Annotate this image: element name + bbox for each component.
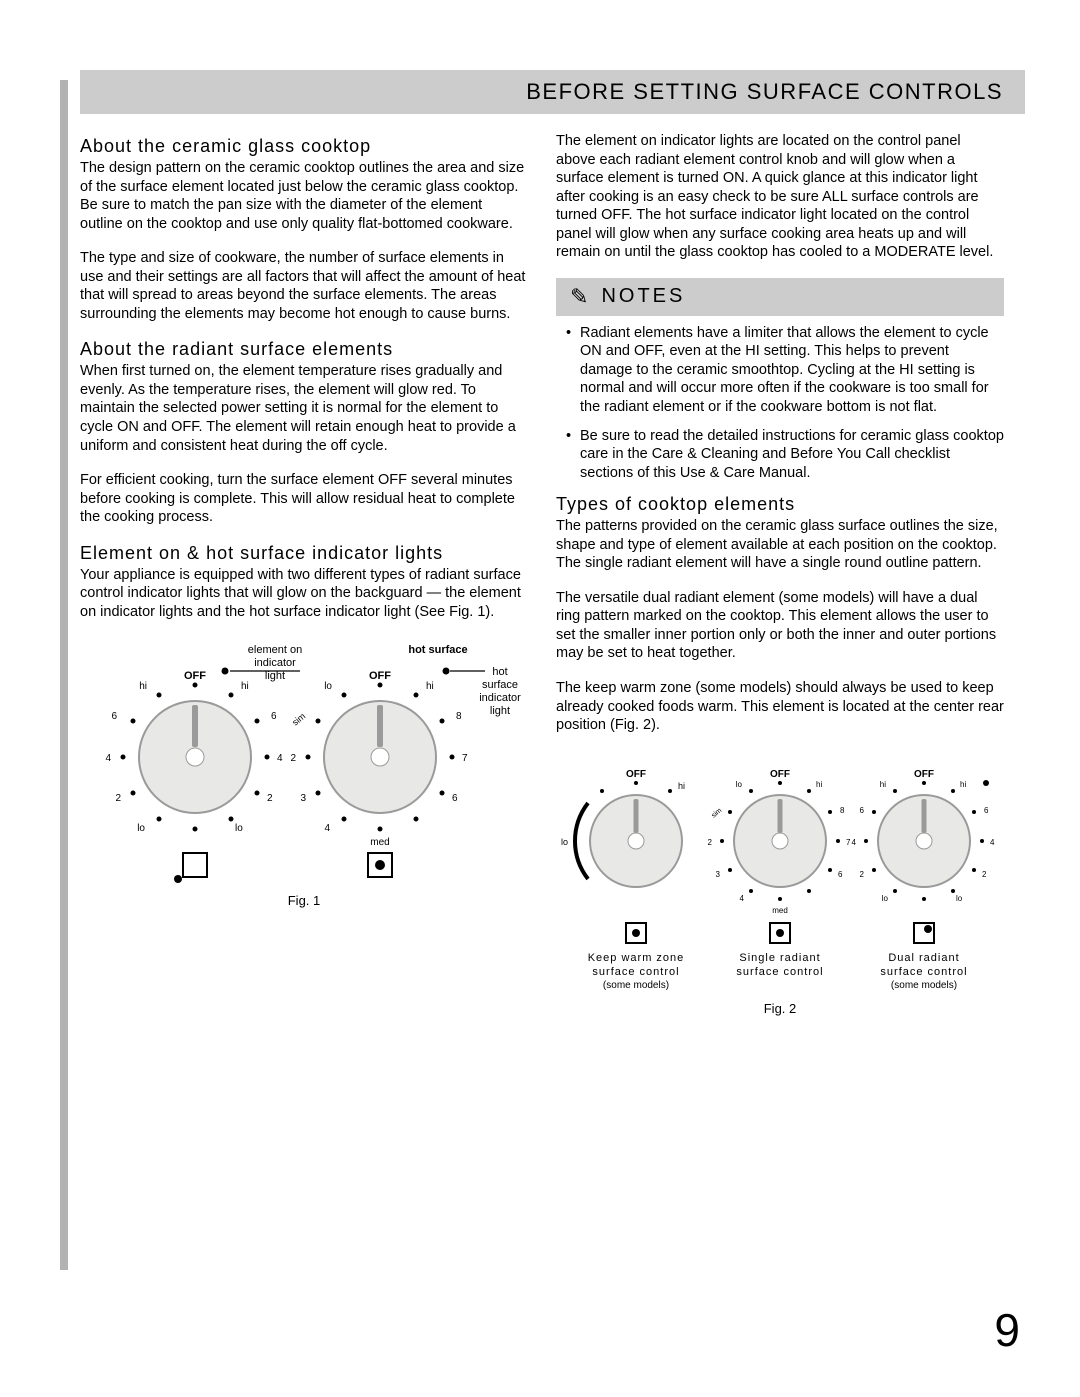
notes-title: NOTES (601, 285, 685, 308)
svg-text:light: light (490, 705, 510, 717)
svg-text:hi: hi (426, 681, 434, 692)
section-title: BEFORE SETTING SURFACE CONTROLS (526, 79, 1003, 105)
svg-text:indicator: indicator (479, 692, 521, 704)
figure-2: OFF hi lo OFF hi (556, 751, 1004, 1031)
para: The patterns provided on the ceramic gla… (556, 517, 1004, 573)
knob-2: OFF hi 8 7 6 med 3 4 2 sim lo (290, 670, 468, 848)
knob-dual-radiant: OFF hi 6 4 2 lo lo 2 4 6 hi (852, 769, 995, 903)
svg-text:2: 2 (115, 793, 121, 804)
svg-text:OFF: OFF (369, 670, 391, 682)
svg-text:6: 6 (860, 806, 865, 815)
page-number: 9 (994, 1303, 1020, 1357)
svg-text:7: 7 (462, 753, 468, 764)
notes-header: ✎ NOTES (556, 278, 1004, 316)
svg-text:4: 4 (990, 838, 995, 847)
symbol-single-element (174, 853, 207, 883)
heading-types: Types of cooktop elements (556, 494, 1004, 515)
svg-text:hi: hi (816, 780, 822, 789)
svg-text:OFF: OFF (184, 670, 206, 682)
svg-text:lo: lo (736, 780, 743, 789)
note-item: Radiant elements have a limiter that all… (566, 324, 1004, 417)
figure-1: element on indicator light hot surface h… (80, 637, 528, 917)
label-hot-surface: hot surface (408, 644, 467, 656)
svg-text:(some models): (some models) (891, 980, 957, 991)
svg-text:8: 8 (840, 806, 845, 815)
svg-text:surface control: surface control (880, 966, 967, 978)
svg-text:6: 6 (452, 793, 458, 804)
knob-keep-warm: OFF hi lo (561, 769, 685, 887)
svg-text:6: 6 (984, 806, 989, 815)
section-header: BEFORE SETTING SURFACE CONTROLS (80, 70, 1025, 114)
svg-text:hot: hot (492, 666, 507, 678)
para: For efficient cooking, turn the surface … (80, 471, 528, 527)
side-rule (60, 80, 68, 1270)
svg-text:lo: lo (235, 823, 243, 834)
knob-1: OFF hi 6 4 2 lo lo 2 4 6 hi (105, 670, 283, 834)
heading-indicator: Element on & hot surface indicator light… (80, 543, 528, 564)
para: The keep warm zone (some models) should … (556, 679, 1004, 735)
svg-text:4: 4 (852, 838, 857, 847)
svg-text:2: 2 (267, 793, 273, 804)
svg-text:OFF: OFF (626, 769, 646, 780)
fig1-caption: Fig. 1 (288, 893, 321, 908)
svg-text:4: 4 (740, 894, 745, 903)
svg-text:light: light (265, 670, 285, 682)
para: When first turned on, the element temper… (80, 362, 528, 455)
note-item: Be sure to read the detailed instruction… (566, 427, 1004, 483)
svg-text:2: 2 (708, 838, 713, 847)
para: Your appliance is equipped with two diff… (80, 566, 528, 622)
svg-text:lo: lo (882, 894, 889, 903)
svg-text:lo: lo (561, 837, 568, 847)
svg-text:hi: hi (241, 681, 249, 692)
para: The versatile dual radiant element (some… (556, 589, 1004, 663)
right-column: The element on indicator lights are loca… (556, 132, 1004, 1036)
svg-text:surface: surface (482, 679, 518, 691)
para: The design pattern on the ceramic cookto… (80, 159, 528, 233)
svg-text:OFF: OFF (914, 769, 934, 780)
svg-text:4: 4 (105, 753, 111, 764)
svg-text:lo: lo (324, 681, 332, 692)
left-column: About the ceramic glass cooktop The desi… (80, 132, 528, 1036)
svg-text:sim: sim (290, 711, 307, 728)
svg-text:7: 7 (846, 838, 851, 847)
heading-radiant: About the radiant surface elements (80, 339, 528, 360)
svg-text:3: 3 (716, 870, 721, 879)
svg-text:2: 2 (290, 753, 296, 764)
svg-text:med: med (772, 906, 788, 915)
svg-text:med: med (370, 837, 389, 848)
heading-ceramic: About the ceramic glass cooktop (80, 136, 528, 157)
para: The type and size of cookware, the numbe… (80, 249, 528, 323)
svg-text:hi: hi (139, 681, 147, 692)
svg-text:6: 6 (838, 870, 843, 879)
svg-text:lo: lo (137, 823, 145, 834)
svg-text:6: 6 (111, 711, 117, 722)
svg-text:4: 4 (324, 823, 330, 834)
para: The element on indicator lights are loca… (556, 132, 1004, 262)
fig2-caption: Fig. 2 (764, 1001, 797, 1016)
svg-text:Keep warm zone: Keep warm zone (588, 952, 685, 964)
svg-text:OFF: OFF (770, 769, 790, 780)
symbol-single-element (368, 853, 392, 877)
svg-text:indicator: indicator (254, 657, 296, 669)
svg-text:hi: hi (678, 781, 685, 791)
svg-text:3: 3 (300, 793, 306, 804)
svg-text:sim: sim (710, 807, 723, 819)
knob-single-radiant: OFF hi 8 7 6 med 4 3 2 sim lo (708, 769, 851, 915)
svg-text:6: 6 (271, 711, 277, 722)
svg-text:hi: hi (960, 780, 966, 789)
svg-text:(some models): (some models) (603, 980, 669, 991)
svg-text:hi: hi (880, 780, 886, 789)
svg-text:2: 2 (982, 870, 987, 879)
svg-text:lo: lo (956, 894, 963, 903)
svg-text:surface control: surface control (592, 966, 679, 978)
svg-text:8: 8 (456, 711, 462, 722)
notes-list: Radiant elements have a limiter that all… (556, 324, 1004, 482)
svg-text:Single radiant: Single radiant (739, 952, 820, 964)
label-element-on: element on (248, 644, 302, 656)
svg-text:surface control: surface control (736, 966, 823, 978)
pushpin-icon: ✎ (570, 284, 591, 310)
svg-text:4: 4 (277, 753, 283, 764)
svg-text:2: 2 (860, 870, 865, 879)
svg-text:Dual radiant: Dual radiant (888, 952, 959, 964)
